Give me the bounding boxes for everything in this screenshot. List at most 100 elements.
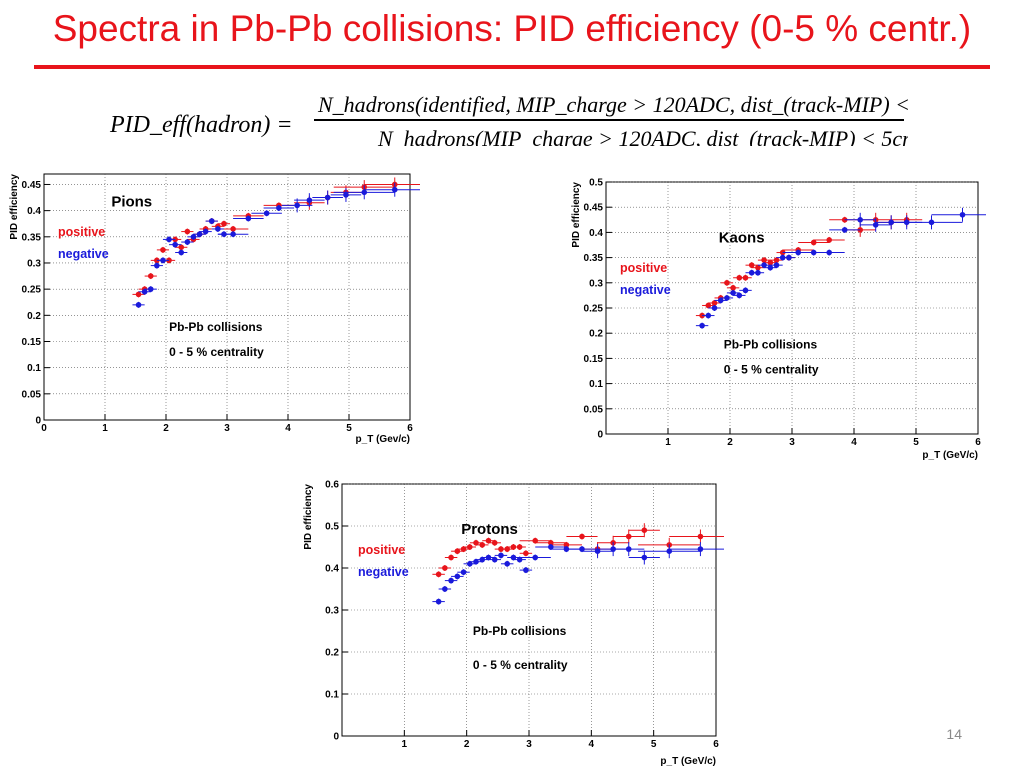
marker bbox=[742, 274, 749, 281]
marker bbox=[202, 228, 209, 235]
marker bbox=[190, 234, 197, 240]
formula-lhs: PID_eff(hadron) = bbox=[110, 112, 293, 138]
positive-data-point bbox=[726, 284, 740, 291]
y-tick-label: 0.35 bbox=[584, 253, 604, 264]
marker bbox=[699, 322, 705, 329]
negative-data-point bbox=[628, 550, 660, 565]
negative-data-point bbox=[463, 560, 477, 567]
y-tick-label: 0.4 bbox=[27, 206, 41, 217]
y-axis-label: PID efficiency bbox=[571, 182, 582, 248]
marker bbox=[810, 239, 817, 246]
marker bbox=[523, 567, 529, 573]
x-tick-label: 6 bbox=[975, 437, 981, 448]
marker bbox=[730, 285, 736, 291]
legend-positive: positive bbox=[358, 543, 405, 557]
y-tick-label: 0.3 bbox=[27, 258, 41, 269]
marker bbox=[442, 586, 448, 592]
negative-data-point bbox=[217, 231, 249, 238]
marker bbox=[166, 236, 172, 243]
marker bbox=[160, 257, 166, 264]
marker bbox=[466, 561, 473, 567]
marker bbox=[523, 550, 529, 557]
pions-title: Pions bbox=[111, 193, 152, 210]
x-tick-label: 1 bbox=[402, 739, 408, 750]
marker bbox=[625, 533, 632, 540]
formula-denominator: N_hadrons(MIP_charge > 120ADC, dist_(tra… bbox=[378, 126, 908, 146]
x-tick-label: 4 bbox=[851, 437, 857, 448]
y-axis-label: PID efficiency bbox=[9, 174, 20, 240]
marker bbox=[697, 533, 704, 540]
marker bbox=[245, 215, 252, 222]
x-axis-label: p_T (Gev/c) bbox=[356, 434, 410, 445]
negative-data-point bbox=[156, 257, 170, 264]
marker bbox=[579, 533, 585, 540]
marker bbox=[666, 548, 673, 554]
negative-data-point bbox=[233, 215, 264, 222]
centrality-label: 0 - 5 % centrality bbox=[169, 345, 264, 359]
slide-title: Spectra in Pb-Pb collisions: PID efficie… bbox=[52, 8, 972, 49]
negative-data-point bbox=[294, 193, 325, 208]
pions-chart-svg: 0 1 2 3 4 5 6 0 0.05 0.1 0.15 0.2 0.25 0.3 0.35 0.4 0.45… bbox=[9, 173, 420, 445]
y-tick-label: 0.2 bbox=[589, 329, 603, 340]
marker bbox=[532, 537, 539, 544]
x-tick-label: 2 bbox=[727, 437, 733, 448]
negative-data-point bbox=[138, 288, 151, 295]
marker bbox=[724, 295, 730, 301]
marker bbox=[160, 247, 166, 253]
positive-data-point bbox=[217, 220, 231, 227]
protons-efficiency-chart: 1 2 3 4 5 6 0 0.1 0.2 0.3 0.4 0.5 0.6 p_T (GeV/c) PID … bbox=[300, 476, 724, 768]
negative-data-point bbox=[169, 241, 182, 248]
positive-data-point bbox=[751, 264, 765, 271]
positive-data-point bbox=[451, 548, 464, 555]
marker bbox=[184, 228, 191, 235]
marker bbox=[154, 262, 160, 269]
y-tick-label: 0.25 bbox=[22, 285, 42, 296]
positive-data-point bbox=[181, 228, 194, 235]
negative-data-point bbox=[263, 205, 295, 212]
marker bbox=[761, 262, 767, 268]
marker bbox=[184, 239, 191, 245]
x-tick-label: 1 bbox=[665, 437, 671, 448]
positive-data-point bbox=[513, 544, 526, 550]
positive-data-point bbox=[770, 257, 783, 264]
x-tick-label: 2 bbox=[464, 739, 470, 750]
marker bbox=[705, 312, 712, 319]
kaons-chart-svg: 1 2 3 4 5 6 0 0.05 0.1 0.15 0.2 0.25 0.3 0.35 0.4 0.45 0… bbox=[571, 178, 986, 461]
positive-data-point bbox=[488, 539, 501, 546]
y-tick-label: 0.15 bbox=[584, 354, 604, 365]
x-tick-label: 6 bbox=[407, 423, 413, 434]
marker bbox=[594, 548, 601, 554]
positive-data-point bbox=[476, 541, 489, 548]
positive-data-point bbox=[463, 544, 477, 550]
marker bbox=[324, 194, 331, 201]
marker bbox=[761, 257, 767, 263]
positive-data-point bbox=[566, 533, 598, 540]
negative-data-point bbox=[193, 231, 206, 238]
pions-efficiency-chart: 0 1 2 3 4 5 6 0 0.05 0.1 0.15 0.2 0.25 0.3 0.35 0.4 0.45… bbox=[6, 168, 420, 446]
positive-data-point bbox=[813, 236, 845, 243]
marker bbox=[230, 226, 236, 232]
marker bbox=[460, 569, 467, 575]
marker bbox=[479, 556, 486, 563]
legend-positive: positive bbox=[58, 225, 105, 239]
negative-data-point bbox=[708, 305, 721, 311]
marker bbox=[767, 259, 774, 266]
marker bbox=[711, 300, 718, 306]
marker bbox=[147, 273, 154, 279]
y-tick-label: 0.1 bbox=[27, 363, 41, 374]
positive-data-point bbox=[175, 244, 188, 251]
negative-data-point bbox=[205, 218, 218, 225]
marker bbox=[498, 552, 504, 559]
negative-data-point bbox=[451, 573, 464, 580]
marker bbox=[221, 220, 227, 227]
x-tick-label: 5 bbox=[346, 423, 352, 434]
positive-data-point bbox=[132, 291, 145, 298]
positive-data-point bbox=[708, 299, 721, 306]
marker bbox=[491, 556, 498, 563]
marker bbox=[479, 542, 486, 548]
x-tick-label: 3 bbox=[789, 437, 795, 448]
y-tick-label: 0.6 bbox=[325, 480, 339, 491]
marker bbox=[485, 554, 492, 561]
x-tick-label: 2 bbox=[163, 423, 169, 434]
marker bbox=[767, 264, 774, 271]
